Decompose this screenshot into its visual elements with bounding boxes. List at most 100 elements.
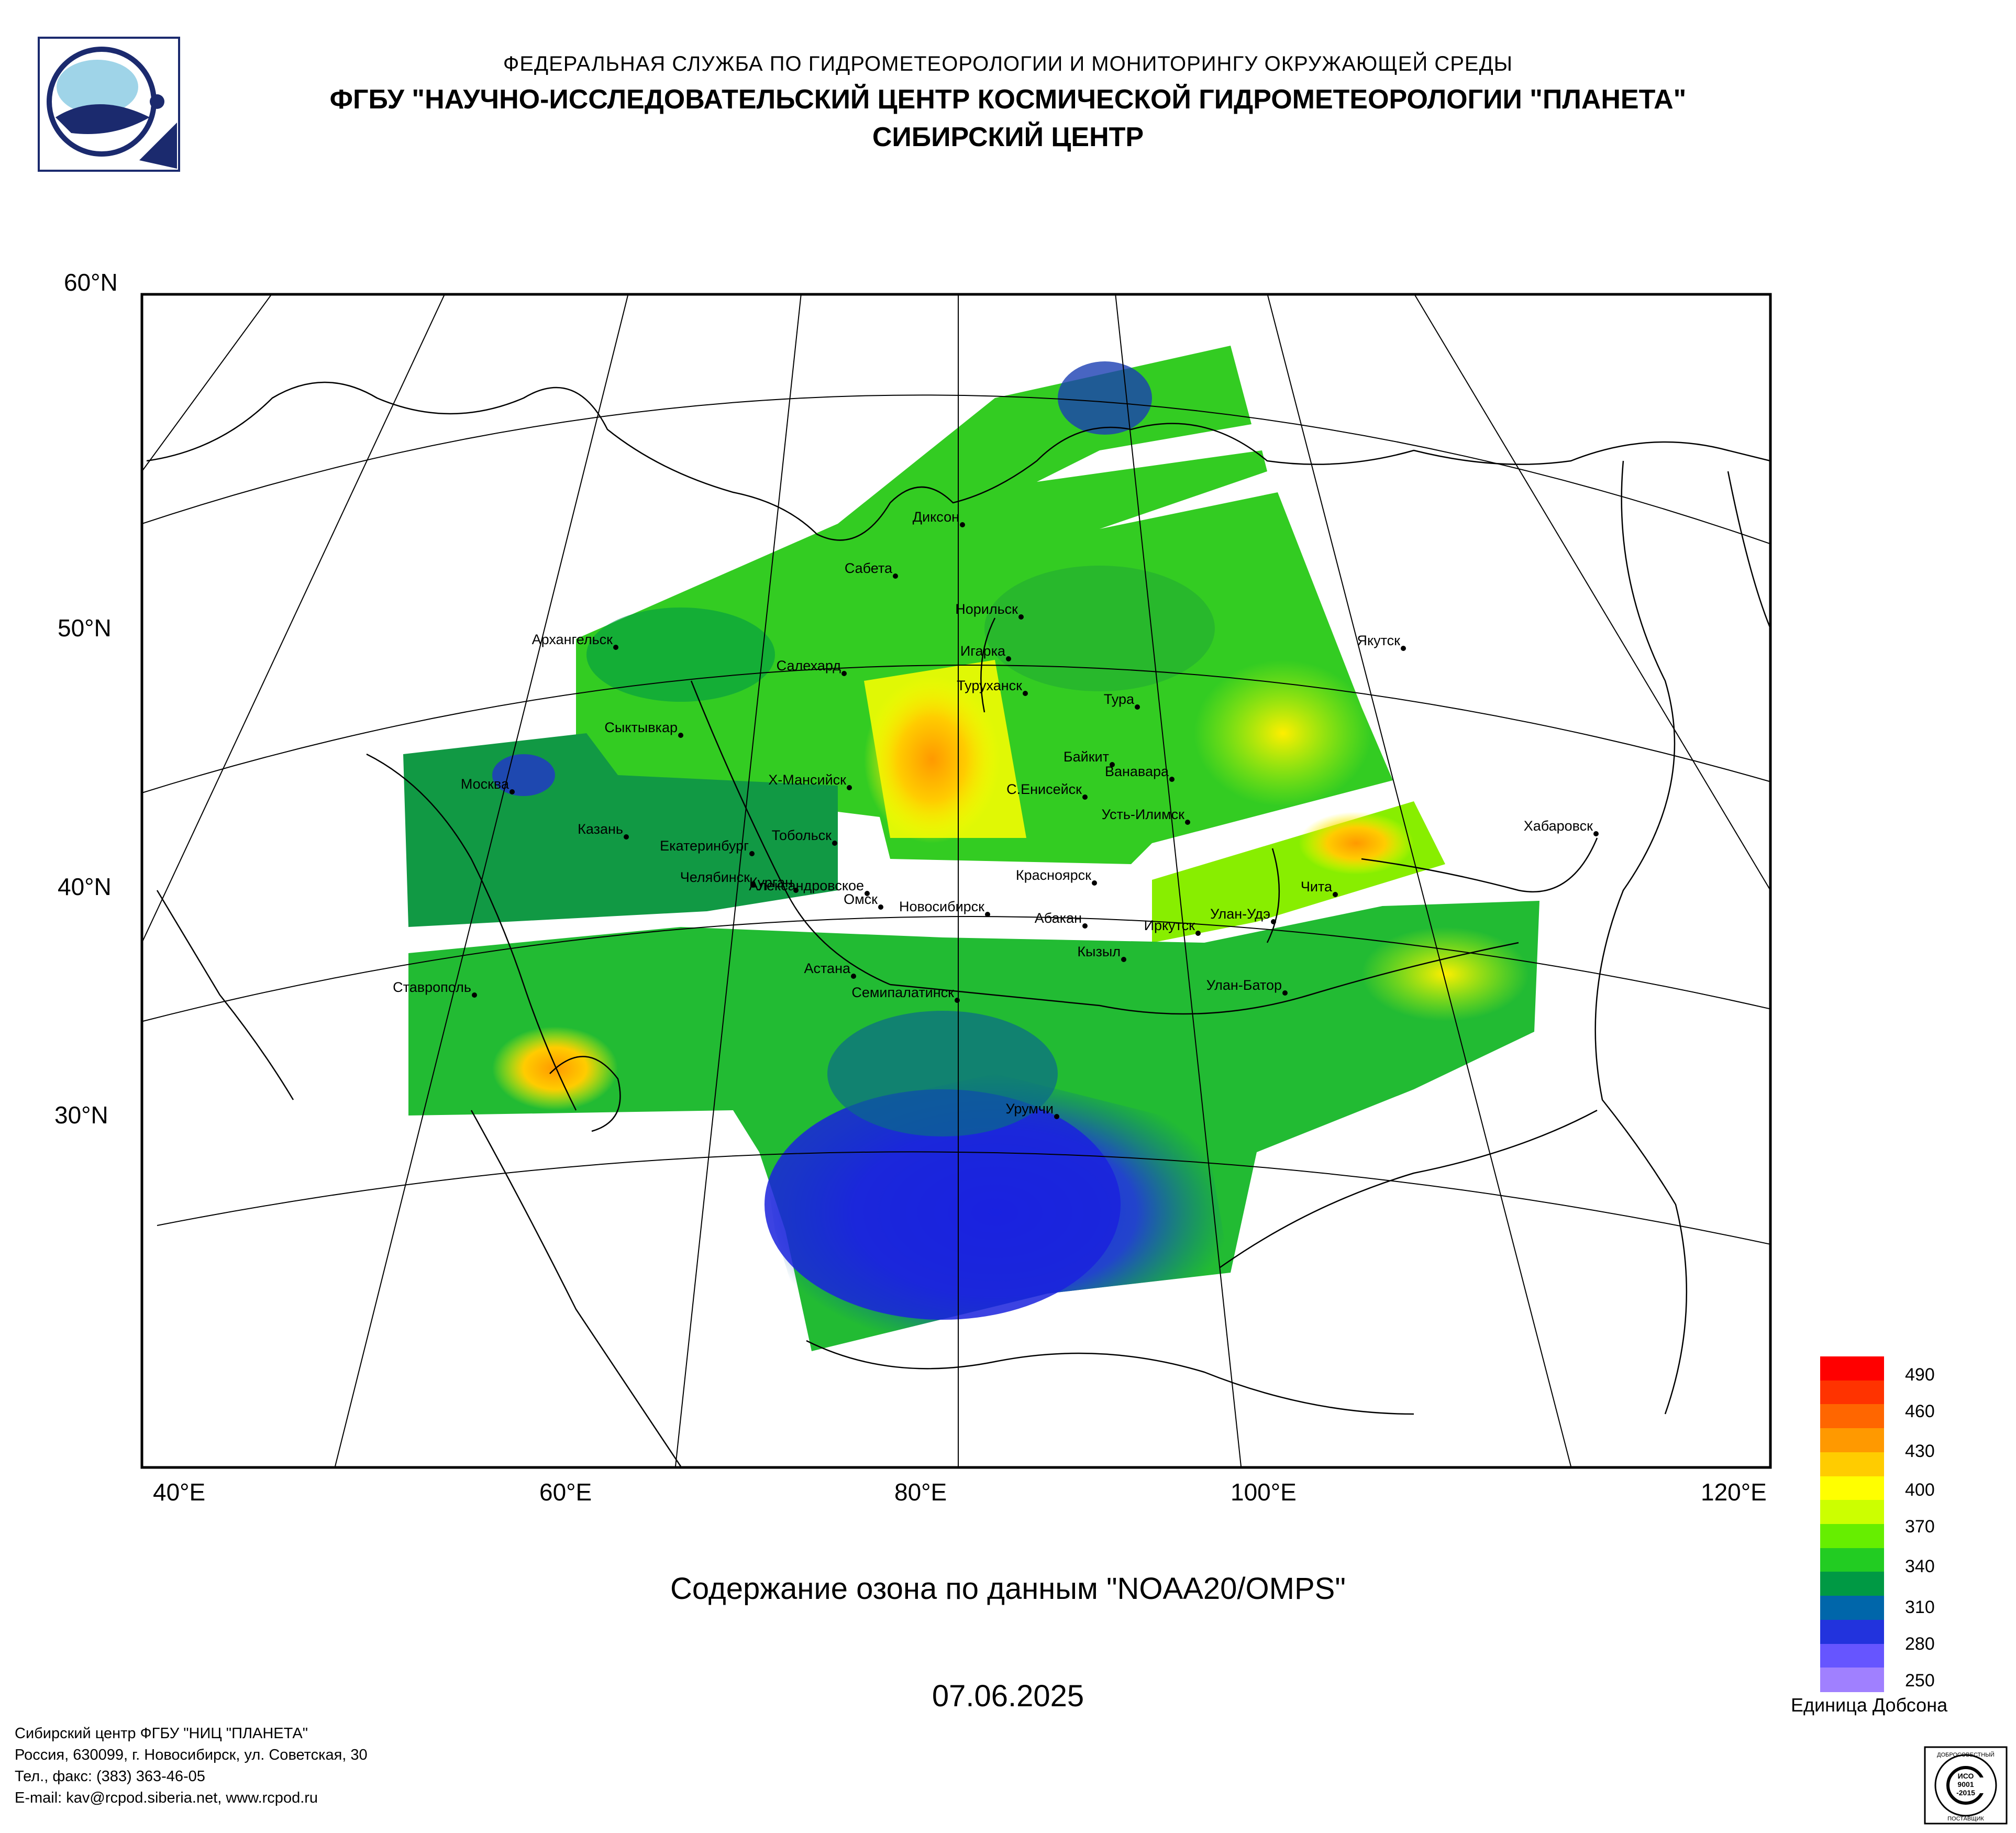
legend-tick: 490	[1905, 1365, 1935, 1385]
footer-contacts: Сибирский центр ФГБУ "НИЦ "ПЛАНЕТА" Росс…	[15, 1723, 368, 1809]
footer-address: Россия, 630099, г. Новосибирск, ул. Сове…	[15, 1747, 368, 1763]
lat-label-60: 60°N	[64, 269, 118, 296]
city-marker	[1282, 990, 1288, 996]
city-label: Туруханск	[957, 678, 1022, 693]
city-marker	[1195, 931, 1201, 936]
city-label: Москва	[460, 776, 509, 792]
city-label: Сабета	[844, 560, 892, 576]
city-label: Тобольск	[771, 827, 832, 843]
city-marker	[750, 882, 756, 888]
planeta-logo	[38, 37, 180, 172]
badge-iso-text: ИСО	[1958, 1772, 1974, 1780]
city-label: Сыктывкар	[604, 720, 678, 735]
legend-color-step	[1820, 1476, 1884, 1501]
city-marker	[1401, 646, 1406, 651]
city-marker	[960, 522, 965, 527]
city-label: Байкит	[1063, 749, 1109, 765]
legend-color-step	[1820, 1500, 1884, 1525]
ozone-swath-south	[408, 901, 1539, 1351]
city-marker	[878, 904, 883, 910]
footer-email: E-mail: kav@rcpod.siberia.net, www.rcpod…	[15, 1790, 318, 1806]
city-marker	[865, 891, 870, 896]
lon-label-120: 120°E	[1701, 1478, 1767, 1506]
city-label: Омск	[844, 891, 878, 907]
city-label: Игарка	[960, 643, 1005, 659]
city-label: С.Енисейск	[1006, 781, 1082, 797]
city-label: Новосибирск	[899, 899, 984, 914]
agency-title: ФЕДЕРАЛЬНАЯ СЛУЖБА ПО ГИДРОМЕТЕОРОЛОГИИ …	[503, 52, 1513, 75]
legend-color-step	[1820, 1380, 1884, 1405]
lon-label-40: 40°E	[153, 1478, 206, 1506]
legend-color-step	[1820, 1356, 1884, 1381]
city-label: Хабаровск	[1523, 818, 1593, 834]
legend-tick: 400	[1905, 1480, 1935, 1500]
city-label: Семипалатинск	[851, 985, 954, 1000]
footer-phone: Тел., факс: (383) 363-46-05	[15, 1768, 205, 1785]
map-caption: Содержание озона по данным "NOAA20/OMPS"	[670, 1572, 1346, 1606]
ozone-swath-west	[403, 733, 838, 927]
city-marker	[851, 974, 856, 979]
city-label: Х-Мансийск	[768, 772, 846, 788]
city-label: Астана	[804, 960, 850, 976]
legend-color-step	[1820, 1596, 1884, 1620]
city-marker	[1082, 794, 1088, 800]
city-marker	[985, 912, 990, 917]
legend-color-step	[1820, 1668, 1884, 1692]
city-label: Казань	[578, 821, 623, 837]
lon-label-60: 60°E	[539, 1478, 592, 1506]
city-label: Иркутск	[1144, 918, 1195, 933]
city-marker	[678, 733, 683, 738]
legend-unit-label: Единица Добсона	[1791, 1694, 1948, 1716]
coastlines	[146, 381, 1770, 1467]
city-marker	[1593, 831, 1599, 836]
city-markers	[472, 522, 1599, 1119]
planeta-logo-icon	[47, 47, 177, 169]
city-marker	[613, 645, 618, 650]
badge-code1-text: 9001	[1957, 1780, 1974, 1788]
city-marker	[1082, 923, 1088, 929]
ozone-swath-north	[576, 346, 1393, 906]
city-label: Александровское	[749, 878, 864, 893]
legend-color-bar	[1820, 1356, 1884, 1692]
city-marker	[1054, 1114, 1059, 1119]
city-marker	[1271, 919, 1276, 924]
ozone-swath-middle	[1152, 801, 1445, 943]
city-marker	[955, 998, 960, 1003]
city-marker	[1110, 762, 1115, 767]
city-label: Ставрополь	[393, 979, 471, 995]
legend-tick: 370	[1905, 1517, 1935, 1537]
city-marker	[1169, 777, 1175, 782]
city-label: Челябинск	[680, 869, 750, 885]
legend-tick: 430	[1905, 1441, 1935, 1461]
legend-tick: 460	[1905, 1401, 1935, 1421]
city-label: Абакан	[1034, 910, 1082, 926]
city-label: Урумчи	[1005, 1101, 1054, 1117]
institute-title: ФГБУ "НАУЧНО-ИССЛЕДОВАТЕЛЬСКИЙ ЦЕНТР КОС…	[329, 84, 1687, 115]
city-label: Ванавара	[1104, 764, 1169, 779]
legend-color-step	[1820, 1572, 1884, 1597]
city-label: Тура	[1103, 691, 1134, 707]
city-marker	[472, 992, 477, 998]
legend-color-step	[1820, 1404, 1884, 1429]
city-label: Архангельск	[531, 632, 613, 647]
city-marker	[841, 671, 847, 676]
city-marker	[509, 789, 515, 794]
city-label: Улан-Батор	[1206, 977, 1282, 993]
badge-bottom-text: ПОСТАВЩИК	[1947, 1816, 1984, 1822]
lon-label-80: 80°E	[894, 1478, 947, 1506]
city-marker	[1092, 880, 1097, 886]
city-label: Норильск	[955, 601, 1018, 617]
city-marker	[1121, 957, 1126, 962]
city-label: Красноярск	[1015, 867, 1091, 883]
legend-tick: 280	[1905, 1634, 1935, 1654]
city-marker	[1333, 892, 1338, 897]
center-title: СИБИРСКИЙ ЦЕНТР	[872, 122, 1144, 152]
lat-label-40: 40°N	[58, 873, 112, 900]
legend-color-step	[1820, 1452, 1884, 1477]
legend-tick: 310	[1905, 1597, 1935, 1617]
city-label: Усть-Илимск	[1101, 807, 1184, 822]
footer-org: Сибирский центр ФГБУ "НИЦ "ПЛАНЕТА"	[15, 1725, 308, 1742]
city-label: Салехард	[776, 658, 841, 673]
legend-tick: 340	[1905, 1556, 1935, 1576]
legend-tick: 250	[1905, 1671, 1935, 1691]
